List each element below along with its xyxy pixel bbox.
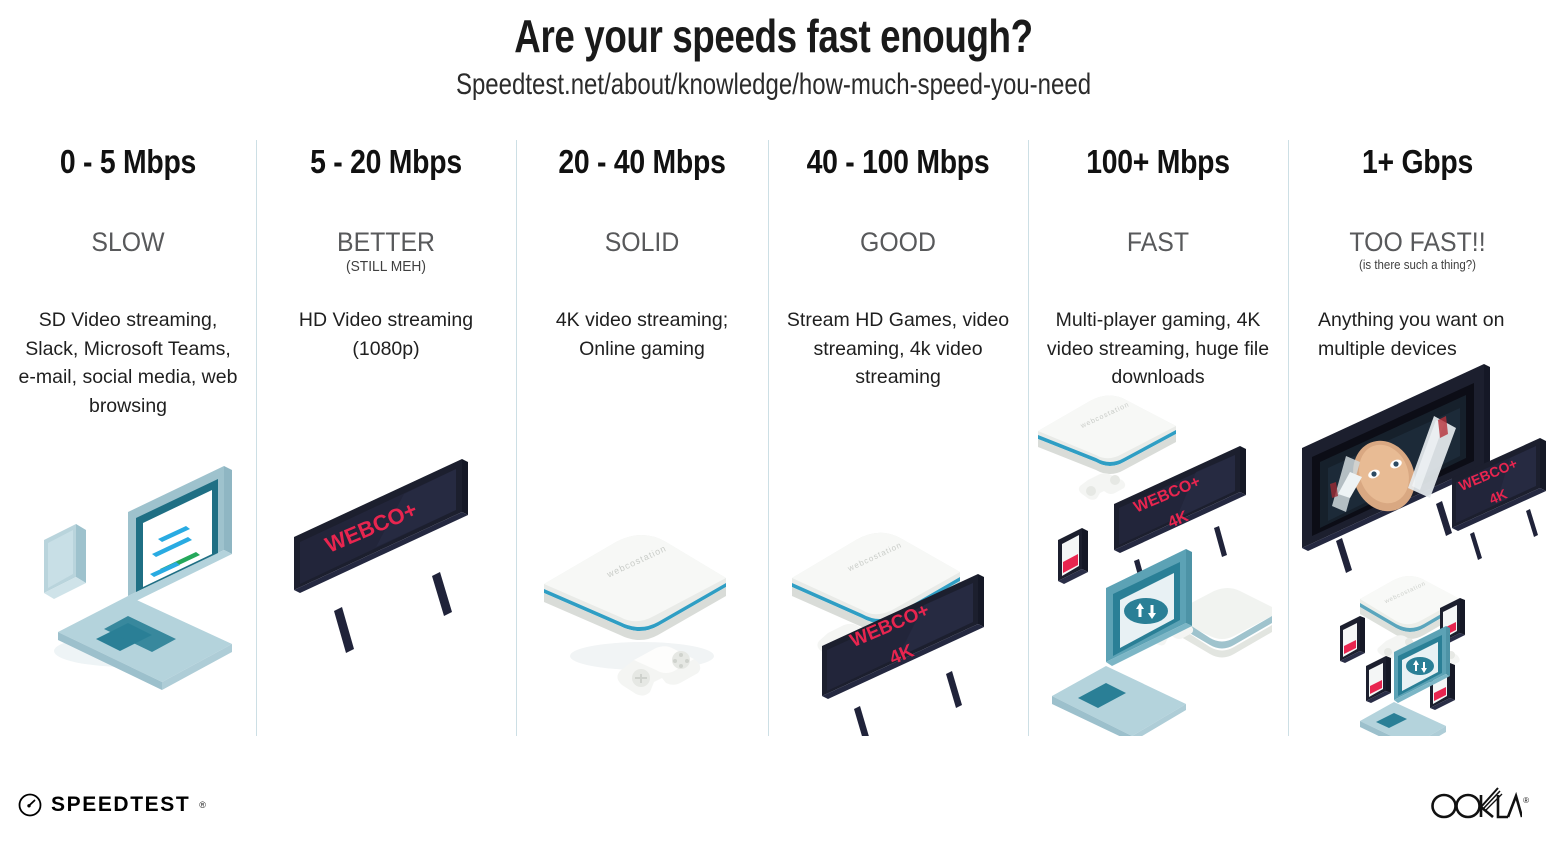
tier-speed-label: 100+ Mbps xyxy=(1086,143,1230,180)
speed-tier-column-20-40-mbps: 20 - 40 Mbps SOLID 4K video streaming; O… xyxy=(516,136,768,736)
phone-icon xyxy=(1340,616,1365,663)
console-icon: webcostation xyxy=(1360,576,1460,639)
tier-rating-label: BETTER xyxy=(336,227,435,258)
phone-icon xyxy=(1366,656,1391,703)
tier-speed-label: 40 - 100 Mbps xyxy=(806,143,990,180)
tier-rating-sublabel xyxy=(533,259,750,276)
tier-illustration-console-controller-tv4k: webcostation WEBCO+ 4K xyxy=(768,406,1028,736)
game-controller-icon xyxy=(1078,473,1126,500)
tier-speed-label: 0 - 5 Mbps xyxy=(59,143,197,180)
tv-resolution-text: 4K xyxy=(1166,508,1192,532)
tier-speed-label: 5 - 20 Mbps xyxy=(310,143,462,180)
tier-speed-label: 20 - 40 Mbps xyxy=(558,143,726,180)
tier-speed-label: 1+ Gbps xyxy=(1362,143,1473,180)
speedtest-logo: SPEEDTEST ® xyxy=(18,793,206,817)
ookla-logo: ® xyxy=(1430,785,1529,819)
tier-description: Multi-player gaming, 4K video streaming,… xyxy=(1046,308,1270,389)
tv-4k: WEBCO+ 4K xyxy=(822,574,984,736)
page-title: Are your speeds fast enough? xyxy=(514,10,1033,62)
speed-tier-columns: 0 - 5 Mbps SLOW SD Video streaming, Slac… xyxy=(0,136,1547,736)
tier-illustration-everything: WEBCO+ 4K webcostation xyxy=(1288,316,1547,736)
big-tv-astronaut xyxy=(1302,364,1490,573)
tier-rating-label: SLOW xyxy=(91,227,165,258)
speed-tier-column-0-5-mbps: 0 - 5 Mbps SLOW SD Video streaming, Slac… xyxy=(0,136,256,736)
speed-tier-column-5-20-mbps: 5 - 20 Mbps BETTER (STILL MEH) HD Video … xyxy=(256,136,516,736)
tier-rating-label: FAST xyxy=(1126,227,1190,258)
tier-rating-sublabel: (is there such a thing?) xyxy=(1359,257,1476,272)
tier-illustration-console-controller: webcostation xyxy=(516,406,768,736)
tier-rating-label: SOLID xyxy=(604,227,680,258)
tier-rating-label: TOO FAST!! xyxy=(1349,227,1486,258)
phone-icon xyxy=(1058,528,1088,584)
speed-tier-column-1-plus-gbps: 1+ Gbps TOO FAST!! (is there such a thin… xyxy=(1288,136,1547,736)
game-controller-icon xyxy=(617,646,701,696)
page-subtitle-url: Speedtest.net/about/knowledge/how-much-s… xyxy=(455,67,1092,101)
speed-tier-column-100-plus-mbps: 100+ Mbps FAST Multi-player gaming, 4K v… xyxy=(1028,136,1288,736)
infographic-footer: SPEEDTEST ® ® xyxy=(0,748,1547,843)
game-controller-icon xyxy=(1377,635,1418,660)
tier-rating-sublabel: (STILL MEH) xyxy=(345,257,426,275)
tier-illustration-tv: WEBCO+ xyxy=(256,406,516,736)
speedtest-trademark: ® xyxy=(199,800,206,810)
tier-rating-sublabel xyxy=(1046,259,1270,276)
ookla-trademark: ® xyxy=(1523,796,1529,805)
ookla-wordmark-graphic xyxy=(1431,787,1523,819)
speed-tier-column-40-100-mbps: 40 - 100 Mbps GOOD Stream HD Games, vide… xyxy=(768,136,1028,736)
tier-illustration-laptop-phone xyxy=(0,406,256,736)
tier-description: Stream HD Games, video streaming, 4k vid… xyxy=(786,308,1010,389)
tier-rating-sublabel xyxy=(18,259,239,276)
tier-description: SD Video streaming, Slack, Microsoft Tea… xyxy=(18,308,238,418)
speedtest-wordmark: SPEEDTEST xyxy=(51,793,191,816)
laptop-cloud-sync xyxy=(1052,549,1192,736)
tier-illustration-multi-device: webcostation WEBCO+ 4K xyxy=(1028,376,1288,736)
laptop-cloud-sync xyxy=(1360,626,1450,736)
tv-resolution-text: 4K xyxy=(1487,486,1510,508)
tier-description: Anything you want on multiple devices xyxy=(1318,308,1505,360)
tier-rating-label: GOOD xyxy=(860,227,936,258)
gauge-icon xyxy=(18,793,42,817)
tv-4k: WEBCO+ 4K xyxy=(1114,446,1246,590)
router-icon xyxy=(1176,588,1272,658)
tier-rating-sublabel xyxy=(786,259,1010,276)
infographic-header: Are your speeds fast enough? Speedtest.n… xyxy=(0,0,1547,103)
tier-description: 4K video streaming; Online gaming xyxy=(555,308,729,360)
tier-description: HD Video streaming (1080p) xyxy=(298,308,474,360)
